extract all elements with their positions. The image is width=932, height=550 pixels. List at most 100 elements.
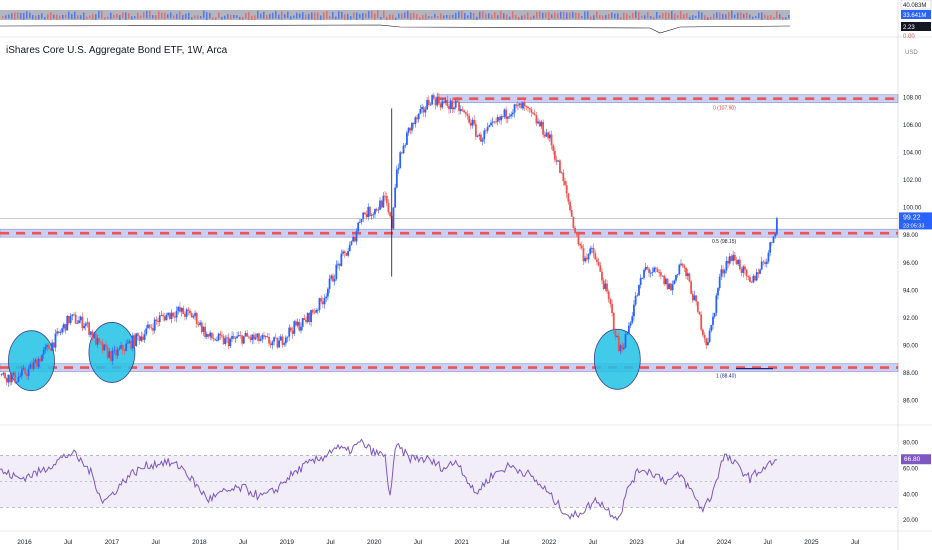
candle-body	[247, 336, 250, 338]
volume-bar	[20, 12, 22, 20]
candle-body	[387, 203, 390, 213]
candle-body	[443, 101, 445, 103]
candle-body	[116, 349, 119, 356]
volume-bar	[437, 15, 439, 19]
volume-bar	[578, 13, 580, 19]
volume-bar	[35, 15, 37, 20]
volume-bar	[548, 11, 550, 20]
candle-body	[44, 346, 47, 350]
volume-bar	[629, 15, 631, 19]
candle-body	[303, 318, 306, 320]
candle-body	[481, 139, 484, 142]
candle-body	[414, 117, 417, 125]
candle-body	[441, 101, 444, 108]
candle-body	[701, 329, 704, 335]
volume-bar	[194, 15, 196, 19]
volume-bar	[278, 14, 280, 20]
candle-body	[214, 339, 217, 341]
candle-body	[113, 349, 116, 351]
candle-body	[582, 248, 585, 262]
candle-body	[572, 216, 575, 228]
candle-body	[232, 336, 235, 339]
volume-bar	[218, 12, 220, 19]
candle-body	[353, 237, 356, 242]
candle-body	[680, 263, 682, 265]
candle-body	[592, 248, 595, 254]
candle-body	[538, 121, 541, 127]
price-tick-label: 94.00	[903, 288, 919, 294]
candle-body	[172, 312, 175, 317]
volume-bar	[329, 16, 331, 19]
volume-bar	[386, 16, 388, 20]
candle-body	[115, 349, 117, 356]
candle-body	[631, 316, 634, 323]
candle-body	[306, 312, 309, 322]
candle-body	[616, 336, 619, 338]
volume-bar	[206, 12, 208, 20]
volume-bar	[323, 12, 325, 20]
volume-bar	[572, 11, 574, 19]
volume-bar	[638, 12, 640, 20]
candle-body	[323, 298, 326, 305]
candle-body	[712, 316, 714, 325]
volume-bar	[728, 12, 730, 20]
candle-body	[543, 134, 546, 137]
volume-bar	[656, 12, 658, 19]
candle-body	[20, 369, 23, 376]
volume-bar	[575, 12, 577, 19]
candle-body	[446, 100, 449, 107]
time-tick-label: Jul	[64, 539, 73, 546]
candle-body	[283, 343, 286, 345]
volume-bar	[158, 11, 160, 19]
volume-bar	[725, 14, 727, 19]
candle-body	[685, 267, 687, 277]
time-tick-label: 2023	[629, 539, 644, 546]
candle-body	[352, 237, 355, 242]
volume-bar	[389, 14, 391, 20]
volume-bar	[263, 11, 265, 19]
candle-body	[554, 150, 556, 160]
volume-bar	[272, 12, 274, 19]
candle-body	[500, 116, 502, 121]
volume-bar	[515, 15, 517, 20]
volume-bar	[359, 13, 361, 19]
candle-body	[580, 245, 583, 249]
candle-body	[224, 338, 227, 344]
volume-bar	[698, 11, 700, 19]
candle-body	[392, 207, 395, 229]
candle-body	[194, 312, 196, 317]
volume-bar	[596, 11, 598, 19]
candle-body	[535, 115, 538, 124]
volume-bar	[419, 17, 421, 20]
candle-body	[389, 212, 392, 217]
price-tick-label: 86.00	[903, 399, 919, 405]
volume-bar	[110, 12, 112, 20]
candle-body	[723, 270, 726, 274]
volume-label-box	[900, 0, 932, 10]
candle-body	[419, 109, 422, 114]
volume-bar	[290, 16, 292, 20]
candle-body	[439, 103, 442, 108]
volume-bar	[689, 16, 691, 20]
volume-bar	[593, 15, 595, 20]
volume-bar	[380, 17, 382, 20]
volume-bar	[281, 11, 283, 20]
candle-body	[227, 337, 230, 347]
candle-body	[769, 242, 772, 253]
volume-bar	[713, 13, 715, 20]
candle-body	[515, 104, 518, 106]
candle-body	[320, 298, 323, 302]
volume-bar	[623, 12, 625, 20]
volume-bar	[98, 10, 100, 19]
candle-body	[42, 349, 45, 355]
candle-body	[145, 328, 148, 335]
volume-bar	[248, 11, 250, 20]
candle-body	[661, 275, 664, 277]
candle-body	[157, 320, 159, 323]
candle-body	[222, 336, 225, 344]
candle-body	[678, 264, 681, 274]
volume-bar	[467, 15, 469, 19]
volume-bar	[230, 14, 232, 20]
volume-bar	[569, 12, 571, 19]
